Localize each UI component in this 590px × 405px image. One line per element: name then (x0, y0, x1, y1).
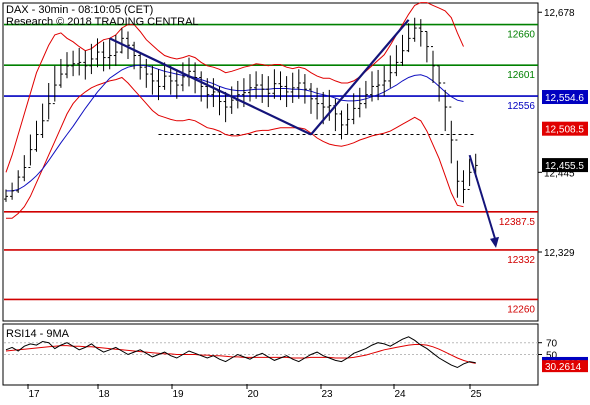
projection-arrow-shaft (468, 154, 497, 243)
chart-header-line1: DAX - 30min - 08:10:05 (CET) (6, 4, 153, 16)
moving-average (6, 64, 464, 192)
y-tick-labels: 12,678 12,445 12,329 (538, 8, 575, 259)
x-tick-label: 19 (172, 389, 184, 400)
price-labels: 12,554.6 12,508.5 12,455.5 (542, 90, 588, 173)
pattern-line (109, 37, 312, 136)
price-label-box (542, 158, 588, 173)
rsi-value-text: 30.2614 (545, 362, 582, 373)
rsi-panel: 705035.656830.2614 (4, 336, 588, 373)
projection-arrow-head (490, 236, 499, 248)
rsi-title: RSI14 - 9MA (6, 328, 70, 340)
x-tick-label: 20 (247, 389, 259, 400)
rsi-tick-label: 70 (546, 339, 558, 350)
price-label-box (542, 121, 588, 136)
y-tick-label: 12,678 (544, 8, 575, 19)
level-label-resistance_upper: 12660 (507, 30, 535, 41)
rsi-line (5, 336, 476, 369)
price-panel-frame (2, 2, 539, 322)
bollinger-lower-line (6, 76, 464, 219)
x-tick-label: 25 (470, 389, 482, 400)
price-label-box (542, 90, 588, 105)
level-label-support_2: 12332 (507, 255, 535, 266)
x-tick-label: 17 (28, 389, 40, 400)
y-tick-label: 12,445 (544, 168, 575, 179)
bollinger-upper-line (5, 2, 464, 173)
level-label-support_1: 12387.5 (499, 217, 536, 228)
rsi-value-box (542, 360, 588, 373)
rsi-ma-line (5, 344, 476, 364)
pattern-lines (109, 19, 410, 136)
rsi-tick-label: 50 (546, 351, 558, 362)
chart-header-line2: Research © 2018 TRADING CENTRAL (6, 16, 199, 28)
x-tick-labels: 17 18 19 20 23 24 25 (27, 384, 482, 400)
y-tick-label: 12,329 (544, 248, 575, 259)
horizontal-levels: 12660 12601 12556 12387.5 12332 12260 (4, 23, 538, 315)
price-label-text: 12,508.5 (545, 125, 584, 136)
level-label-pivot: 12556 (507, 101, 535, 112)
x-tick-label: 23 (321, 389, 333, 400)
bollinger-bands (5, 2, 464, 219)
pattern-line (310, 19, 410, 136)
level-label-support_3: 12260 (507, 304, 535, 315)
price-label-text: 12,455.5 (545, 161, 584, 172)
level-label-resistance: 12601 (507, 70, 535, 81)
moving-average-line (6, 64, 464, 192)
price-label-text: 12,554.6 (545, 93, 584, 104)
projection-arrow (468, 154, 499, 248)
x-tick-label: 18 (98, 389, 110, 400)
x-tick-label: 24 (394, 389, 406, 400)
